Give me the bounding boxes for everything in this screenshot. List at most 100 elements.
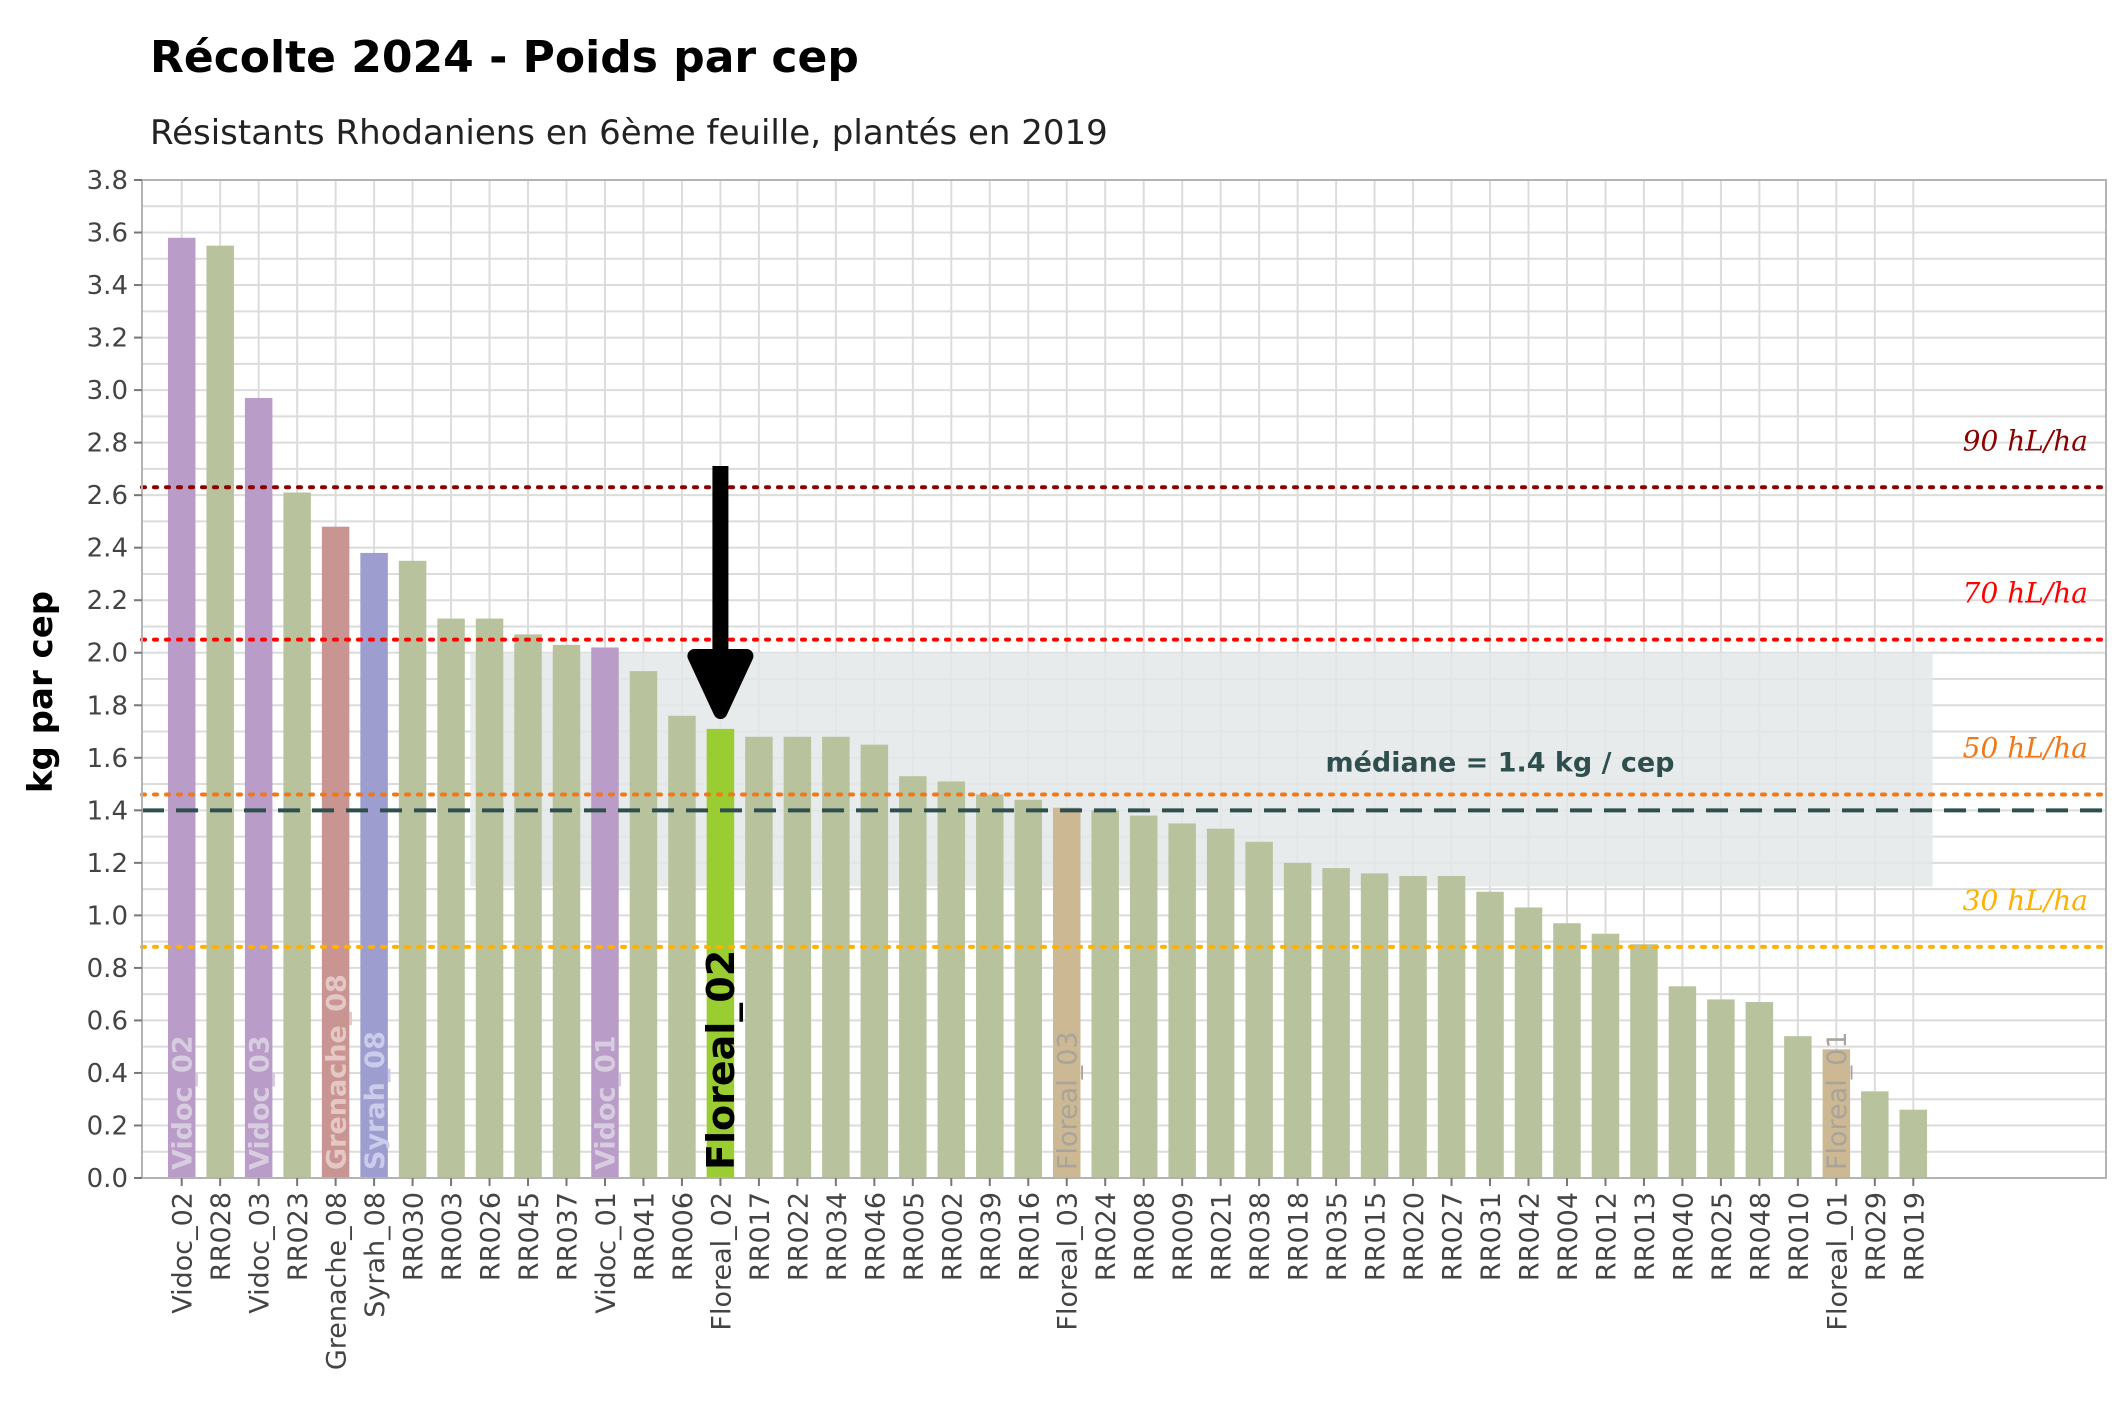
y-tick-label: 1.8 [87, 691, 128, 721]
x-tick-label: RR019 [1899, 1192, 1930, 1281]
x-tick-label: RR030 [399, 1192, 430, 1281]
arrow-head [687, 649, 754, 719]
bar-Vidoc_01 [591, 647, 619, 1178]
x-tick-label: RR040 [1668, 1192, 1699, 1281]
bar-RR023 [283, 492, 311, 1178]
bar-RR046 [860, 744, 889, 1178]
x-tick-label: RR022 [783, 1192, 814, 1281]
arrow-indicator [687, 466, 754, 719]
median-label: médiane = 1.4 kg / cep [1325, 747, 1674, 778]
x-tick-label: RR025 [1707, 1192, 1738, 1281]
y-tick-label: 0.4 [87, 1059, 128, 1089]
y-tick-label: 0.0 [87, 1164, 128, 1194]
y-tick-label: 1.2 [87, 849, 128, 879]
bar-RR016 [1014, 799, 1043, 1178]
bar-RR039 [976, 794, 1004, 1178]
reference-lines: 90 hL/ha 70 hL/ha 50 hL/ha 30 hL/ha médiane … [140, 424, 2108, 949]
y-tick-label: 0.2 [87, 1111, 128, 1141]
chart-title: Récolte 2024 - Poids par cep [150, 32, 859, 83]
bar-RR021 [1206, 828, 1235, 1178]
bars [167, 237, 1928, 1179]
ref-line-label: 90 hL/ha [1963, 424, 2088, 457]
x-tick-label: RR021 [1207, 1192, 1238, 1281]
x-tick-label: RR015 [1361, 1192, 1392, 1281]
x-tick-label: RR045 [514, 1192, 545, 1281]
bar-RR015 [1360, 873, 1389, 1178]
x-tick-label: Vidoc_03 [245, 1192, 276, 1314]
x-tick-label: RR042 [1515, 1192, 1546, 1281]
ref-line-label: 50 hL/ha [1963, 732, 2088, 765]
bar-RR040 [1668, 986, 1697, 1178]
bar-RR038 [1245, 841, 1273, 1178]
bar-Floreal_02 [706, 728, 735, 1178]
x-tick-label: RR018 [1284, 1192, 1315, 1281]
y-tick-label: 3.8 [87, 166, 128, 196]
x-tick-label: RR012 [1591, 1192, 1622, 1281]
x-tick-label: Floreal_02 [706, 1192, 737, 1331]
bar-RR020 [1399, 875, 1427, 1178]
x-tick-label: RR031 [1476, 1192, 1507, 1281]
y-tick-label: 2.8 [87, 429, 128, 459]
bar-RR045 [514, 634, 542, 1178]
y-tick-label: 3.6 [87, 219, 128, 249]
arrow-shaft [712, 466, 729, 666]
bar-RR008 [1129, 815, 1158, 1178]
x-tick-label: RR020 [1399, 1192, 1430, 1281]
x-tick-label: RR004 [1553, 1192, 1584, 1281]
x-tick-label: RR034 [822, 1192, 853, 1281]
bar-label: Vidoc_03 [244, 1035, 275, 1170]
x-tick-label: RR008 [1130, 1192, 1161, 1281]
x-tick-label: RR005 [899, 1192, 930, 1281]
bar-label: Vidoc_02 [167, 1035, 198, 1170]
bar-Vidoc_03 [244, 397, 273, 1178]
bar-RR005 [899, 776, 927, 1178]
bar-Syrah_08 [360, 552, 388, 1178]
x-tick-label: Floreal_01 [1822, 1192, 1853, 1331]
bar-Grenache_08 [321, 526, 350, 1178]
x-tick-label: RR013 [1630, 1192, 1661, 1281]
y-tick-label: 3.2 [87, 324, 128, 354]
bar-RR027 [1437, 875, 1466, 1178]
bar-label: Floreal_01 [1822, 1031, 1853, 1170]
bar-Floreal_01 [1822, 1049, 1851, 1178]
x-tick-label: RR041 [629, 1192, 660, 1281]
bar-label: Grenache_08 [321, 974, 352, 1170]
x-tick-label: RR006 [668, 1192, 699, 1281]
x-tick-label: RR046 [860, 1192, 891, 1281]
bar-RR004 [1553, 923, 1581, 1178]
bar-RR024 [1091, 810, 1119, 1178]
bar-RR048 [1745, 1002, 1774, 1178]
y-axis-label: kg par cep [21, 591, 61, 793]
x-tick-label: RR037 [553, 1192, 584, 1281]
y-tick-label: 1.6 [87, 744, 128, 774]
x-tick-label: RR023 [283, 1192, 314, 1281]
bar-RR037 [552, 644, 581, 1178]
bar-RR018 [1283, 862, 1312, 1178]
x-tick-label: RR026 [476, 1192, 507, 1281]
bar-RR002 [937, 781, 966, 1178]
bar-label: Floreal_03 [1052, 1031, 1083, 1170]
y-tick-label: 2.2 [87, 586, 128, 616]
axes: 0.0 0.2 0.4 0.6 0.8 1.0 1.2 1.4 1.6 1.8 2.0 2.2 2.4 2… [87, 166, 2107, 1370]
x-tick-label: RR035 [1322, 1192, 1353, 1281]
bar-label: Floreal_02 [699, 950, 743, 1170]
x-tick-label: RR024 [1091, 1192, 1122, 1281]
bar-Floreal_03 [1052, 807, 1081, 1178]
y-tick-label: 3.0 [87, 376, 128, 406]
x-tick-label: RR009 [1168, 1192, 1199, 1281]
bar-RR041 [629, 671, 658, 1178]
bar-RR022 [783, 736, 812, 1178]
bar-RR029 [1861, 1091, 1889, 1178]
bar-Vidoc_02 [167, 237, 196, 1179]
bar-RR003 [437, 618, 465, 1178]
y-tick-label: 0.6 [87, 1006, 128, 1036]
bar-RR026 [475, 618, 504, 1178]
bar-RR034 [822, 736, 850, 1178]
x-tick-label: Vidoc_02 [168, 1192, 199, 1314]
y-tick-label: 2.0 [87, 639, 128, 669]
plot-frame [141, 179, 2107, 1179]
bar-labels: Vidoc_02 Vidoc_03 Grenache_08 Syrah_08 Vidoc… [167, 950, 1853, 1170]
x-tick-label: RR039 [976, 1192, 1007, 1281]
bar-RR019 [1899, 1109, 1928, 1178]
